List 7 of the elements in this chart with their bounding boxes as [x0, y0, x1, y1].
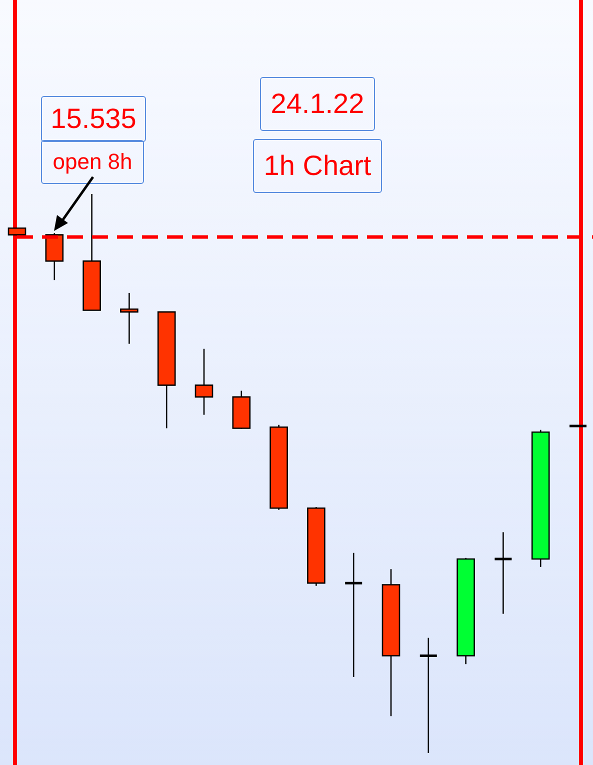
text: 24.1.22	[260, 77, 375, 131]
text: 1h Chart	[253, 139, 382, 193]
text: open 8h	[41, 140, 144, 184]
candlestick	[493, 532, 513, 614]
text: 15.535	[41, 96, 146, 142]
candlestick	[418, 637, 438, 754]
candlestick	[344, 552, 364, 678]
